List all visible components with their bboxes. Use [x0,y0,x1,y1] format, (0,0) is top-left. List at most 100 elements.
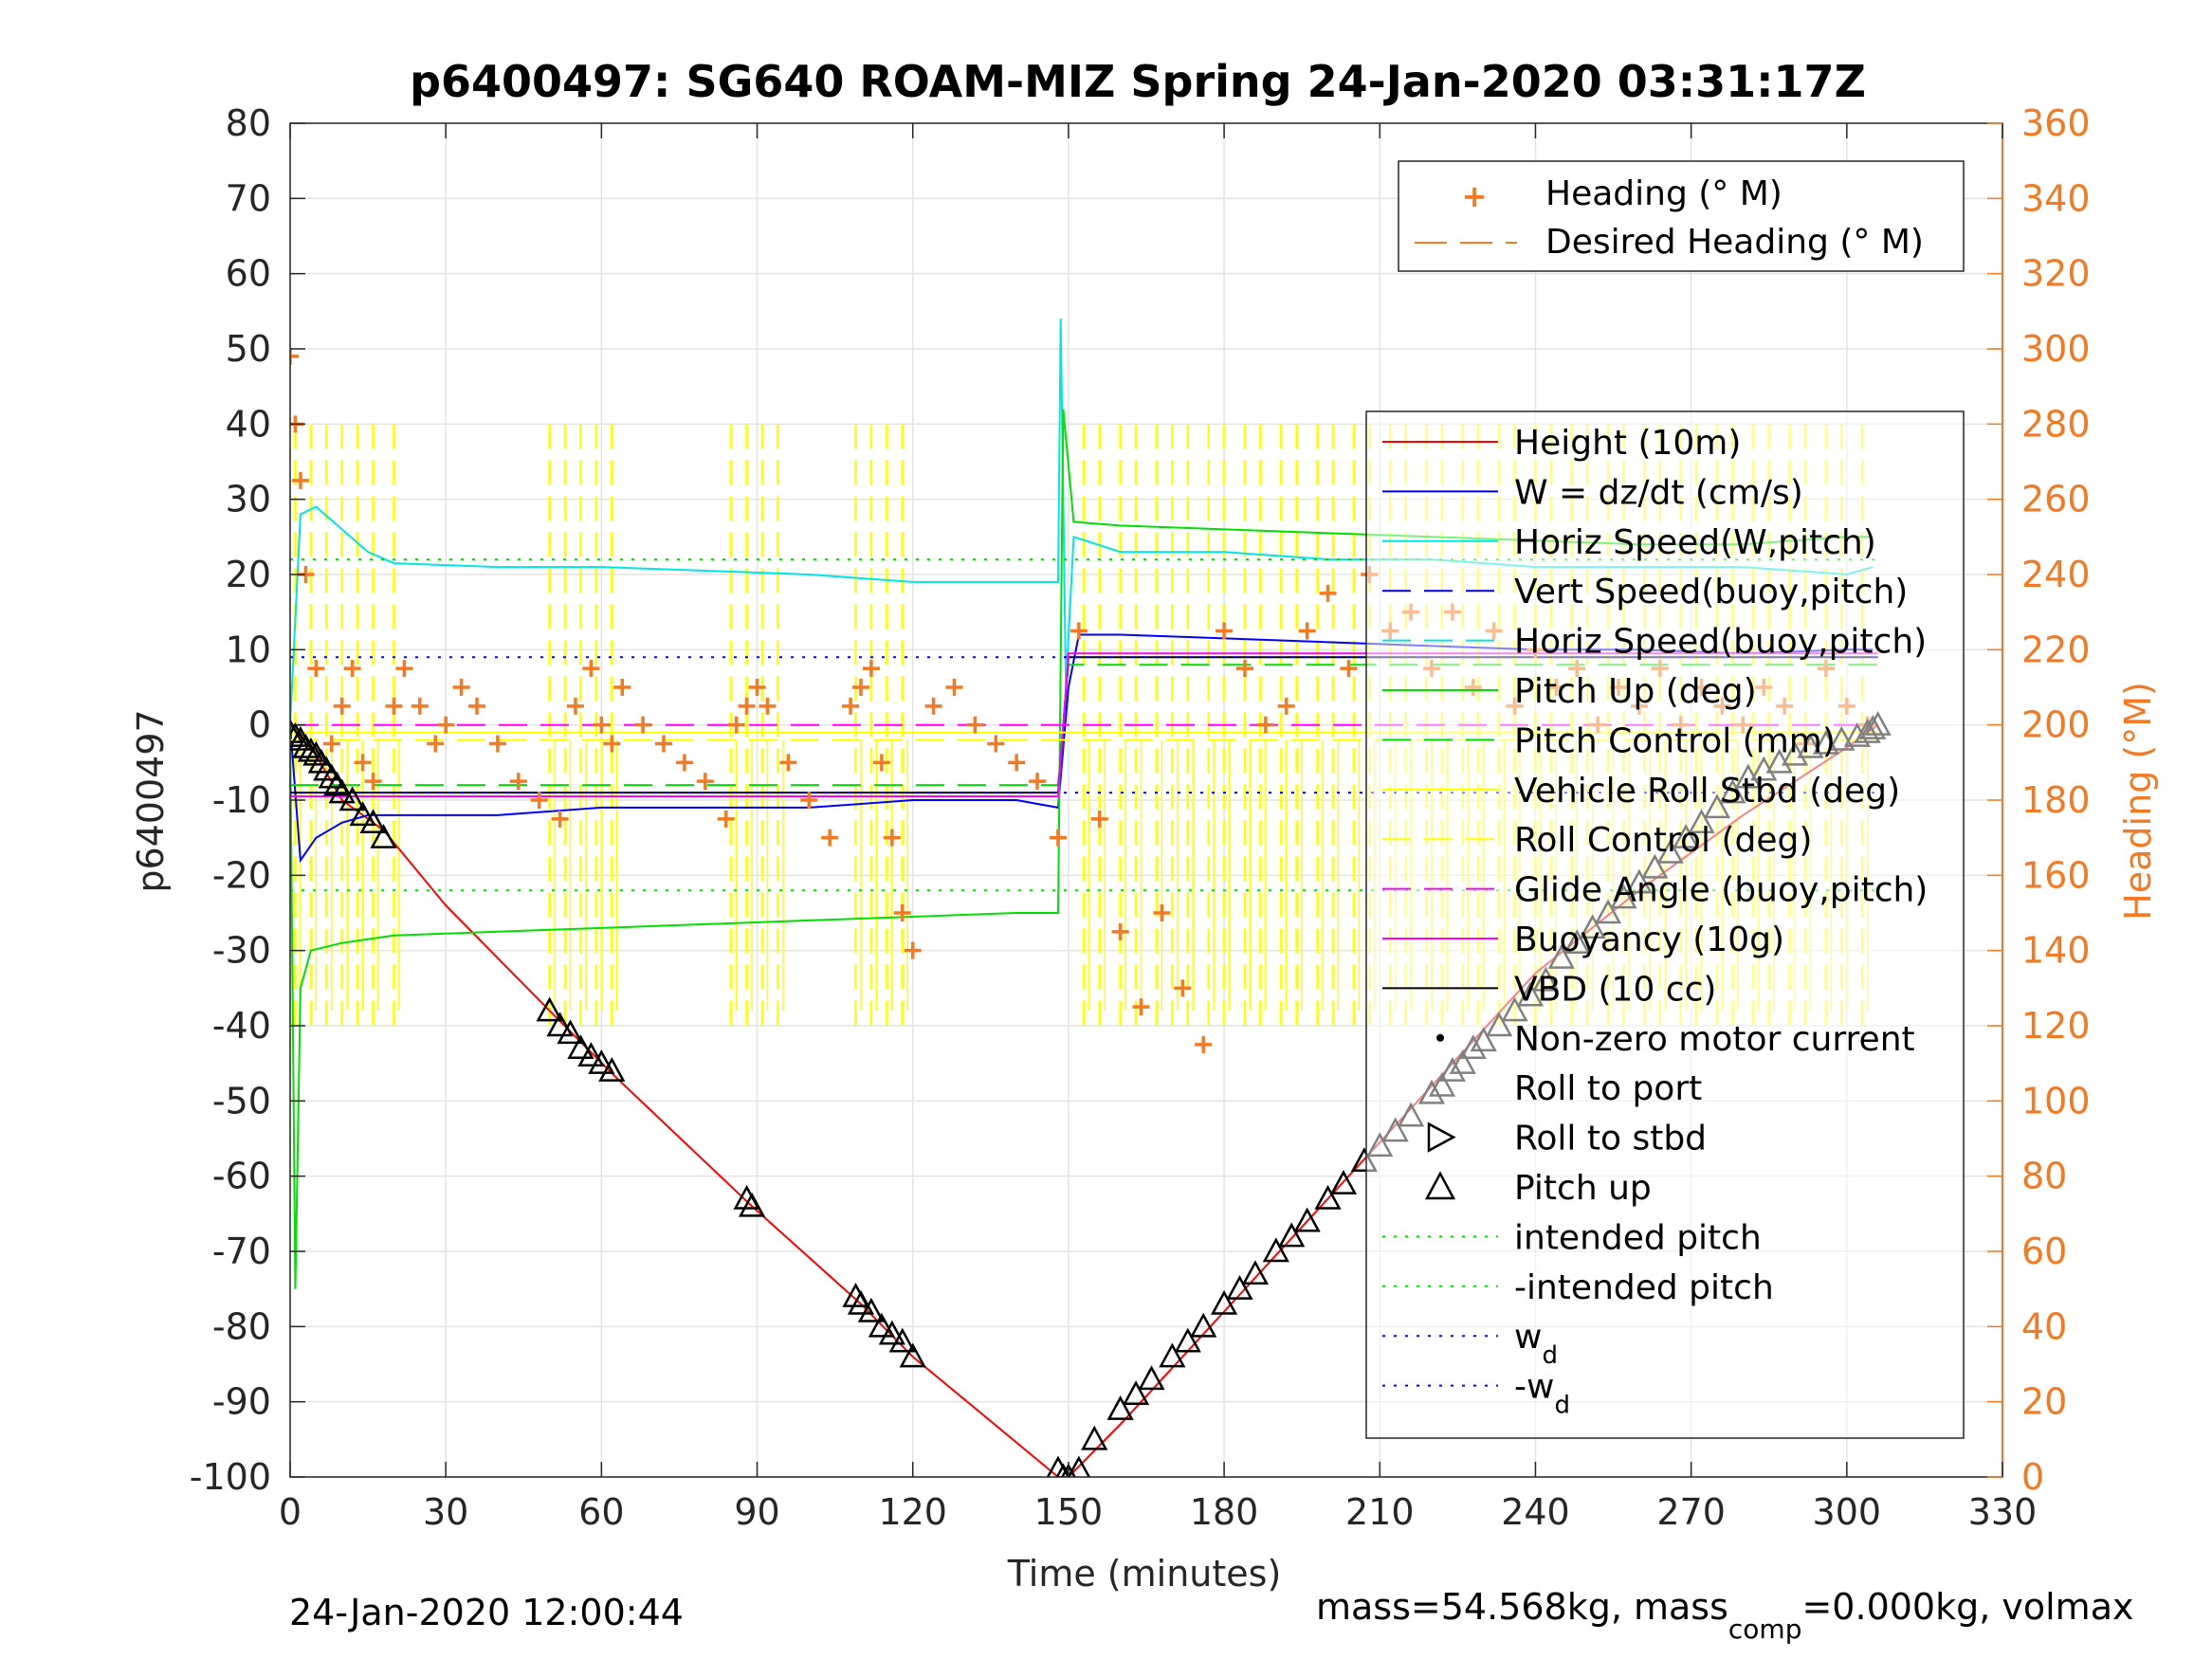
y-left-tick-label-10: 0 [248,704,271,746]
heading-marker-57 [1174,979,1192,997]
legend-label-7: Vehicle Roll Stbd (deg) [1514,772,1900,811]
legend-label-text-13: Roll to port [1514,1069,1702,1108]
heading-marker-36 [800,792,818,809]
pitch-up-marker-36 [1106,1395,1134,1420]
y-right-tick-label-8: 160 [2021,854,2091,896]
heading-marker-50 [1029,773,1047,791]
heading-marker-6 [333,697,351,715]
legend-label-9: Glide Angle (buoy,pitch) [1514,871,1928,910]
pitch-up-marker-12 [349,801,376,827]
pitch-up-marker-0 [290,718,304,743]
pitch-up-marker-45 [1262,1237,1289,1263]
pitch-up-marker-34 [1067,1455,1091,1477]
y-right-tick-label-4: 80 [2021,1156,2067,1197]
heading-marker-18 [509,773,527,791]
pitch-up-marker-30 [899,1342,926,1368]
pitch-up-marker-41 [1190,1312,1217,1338]
heading-marker-55 [1132,998,1150,1016]
heading-marker-48 [987,735,1005,753]
x-tick-label-1: 30 [423,1491,468,1533]
heading-marker-21 [567,697,584,715]
y-left-tick-label-11: 10 [226,629,271,670]
x-tick-label-11: 330 [1968,1491,2038,1533]
pitch-up-marker-21 [598,1056,626,1082]
legend-label-16: intended pitch [1514,1218,1762,1257]
heading-marker-19 [530,792,548,809]
pitch-up-marker-46 [1278,1222,1306,1248]
x-tick-label-9: 270 [1656,1491,1726,1533]
y-right-tick-label-12: 240 [2021,554,2091,595]
y-right-tick-label-3: 60 [2021,1231,2067,1272]
y-right-tick-label-2: 40 [2021,1305,2067,1347]
legend-label-19: -wd [1514,1368,1570,1420]
footer-mass: mass=54.568kg, masscomp=0.000kg, volmax [1316,1586,2133,1645]
pitch-up-marker-23 [738,1192,766,1217]
heading-marker-5 [322,735,340,753]
y-left-tick-label-2: -80 [212,1305,271,1347]
x-tick-label-4: 120 [878,1491,947,1533]
heading-marker-8 [354,754,372,772]
legend-label-8: Roll Control (deg) [1514,821,1812,860]
y-left-tick-label-18: 80 [226,102,271,144]
heading-marker-52 [1069,622,1088,640]
legend-heading-box [1398,160,1965,272]
legend-label-sub-19: d [1554,1392,1570,1420]
chart-title: p6400497: SG640 ROAM-MIZ Spring 24-Jan-2… [410,56,1866,107]
heading-marker-9 [364,773,382,791]
legend-label-text-17: -intended pitch [1514,1268,1774,1307]
legend-label-1: W = dz/dt (cm/s) [1514,473,1803,512]
heading-marker-0 [290,347,299,365]
x-ticks: 0 30 60 90 120 150 180 210 240 270 300 330 [279,123,2037,1533]
pitch-up-marker-1 [290,721,309,747]
y-left-tick-label-8: -20 [212,854,271,896]
legend-heading-label-1: Desired Heading (° M) [1545,223,1924,262]
x-tick-label-6: 180 [1190,1491,1259,1533]
legend-swatch-12 [1436,1033,1444,1042]
pitch-up-marker-3 [292,733,320,758]
x-axis-label: Time (minutes) [1007,1553,1282,1595]
legend-swatch-14 [1427,1121,1456,1153]
legend-label-6: Pitch Control (mm) [1514,721,1836,760]
legend-label-11: VBD (10 cc) [1514,970,1716,1009]
y-left-tick-label-16: 60 [226,253,271,295]
footer-mass-sub: comp [1728,1613,1802,1645]
heading-marker-54 [1111,922,1129,940]
pitch-up-marker-38 [1138,1365,1165,1391]
heading-marker-62 [1277,697,1295,715]
heading-marker-23 [593,716,611,734]
pitch-up-marker-35 [1081,1425,1108,1450]
y-right-tick-label-11: 220 [2021,629,2091,670]
pitch-up-marker-29 [888,1327,916,1353]
pitch-up-marker-49 [1329,1169,1358,1194]
pitch-up-marker-11 [338,786,366,811]
legend-label-text-14: Roll to stbd [1514,1120,1707,1158]
pitch-up-marker-16 [546,1012,574,1037]
heading-marker-53 [1090,810,1108,828]
heading-marker-40 [862,660,880,678]
pitch-up-marker-19 [577,1042,605,1066]
heading-marker-24 [603,735,621,753]
y-right-tick-label-9: 180 [2021,779,2091,821]
y-left-tick-label-0: -100 [190,1456,271,1498]
heading-marker-27 [655,735,673,753]
y-left-tick-label-3: -70 [212,1231,271,1272]
legend-label-text-10: Buoyancy (10g) [1514,921,1784,959]
heading-marker-15 [452,679,470,696]
y-left-tick-label-6: -40 [212,1005,271,1047]
pitch-up-marker-26 [857,1297,886,1322]
heading-marker-4 [307,660,325,678]
pitch-up-marker-37 [1122,1380,1150,1405]
legend-label-text-7: Vehicle Roll Stbd (deg) [1514,772,1900,811]
y-left-tick-label-14: 40 [226,403,271,445]
y-right-tick-label-14: 280 [2021,403,2091,445]
heading-marker-45 [924,697,942,715]
x-tick-label-0: 0 [279,1491,302,1533]
heading-marker-33 [748,679,766,696]
pitch-up-marker-25 [847,1289,875,1315]
legend-label-0: Height (10m) [1514,424,1741,463]
legend-label-text-9: Glide Angle (buoy,pitch) [1514,871,1928,910]
x-tick-label-10: 300 [1813,1491,1882,1533]
heading-marker-28 [675,754,693,772]
pitch-up-marker-28 [878,1320,905,1345]
heading-marker-26 [634,716,652,734]
